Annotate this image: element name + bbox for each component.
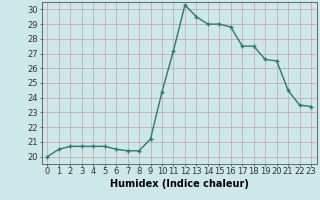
- X-axis label: Humidex (Indice chaleur): Humidex (Indice chaleur): [110, 179, 249, 189]
